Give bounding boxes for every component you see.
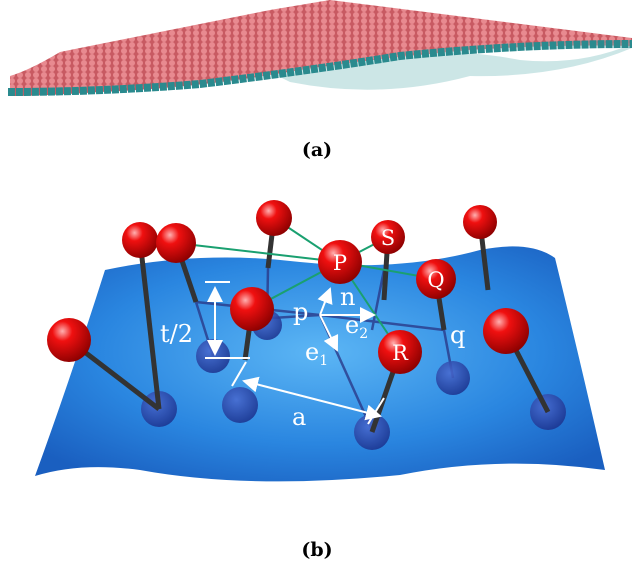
- dimension-label: t/2: [160, 320, 193, 348]
- point-label: q: [450, 321, 465, 349]
- point-label: p: [293, 298, 308, 326]
- atom-label: S: [381, 226, 395, 250]
- caption: (a): [302, 139, 332, 161]
- figure: (a): [0, 0, 634, 568]
- vector-base: e: [345, 311, 359, 339]
- caption: (b): [301, 539, 332, 561]
- atom-label: P: [333, 251, 347, 275]
- vector-subscript: 1: [319, 353, 328, 369]
- surface-diagram: P S Q R n p q e2 e1 t/2 a: [35, 200, 605, 481]
- dimension-label: a: [292, 403, 306, 431]
- vector-label: n: [340, 283, 355, 311]
- vector-subscript: 2: [359, 326, 368, 342]
- atom-label: R: [392, 341, 409, 365]
- atom-label: Q: [427, 268, 444, 292]
- vector-base: e: [305, 338, 319, 366]
- membrane-strip: [8, 0, 632, 96]
